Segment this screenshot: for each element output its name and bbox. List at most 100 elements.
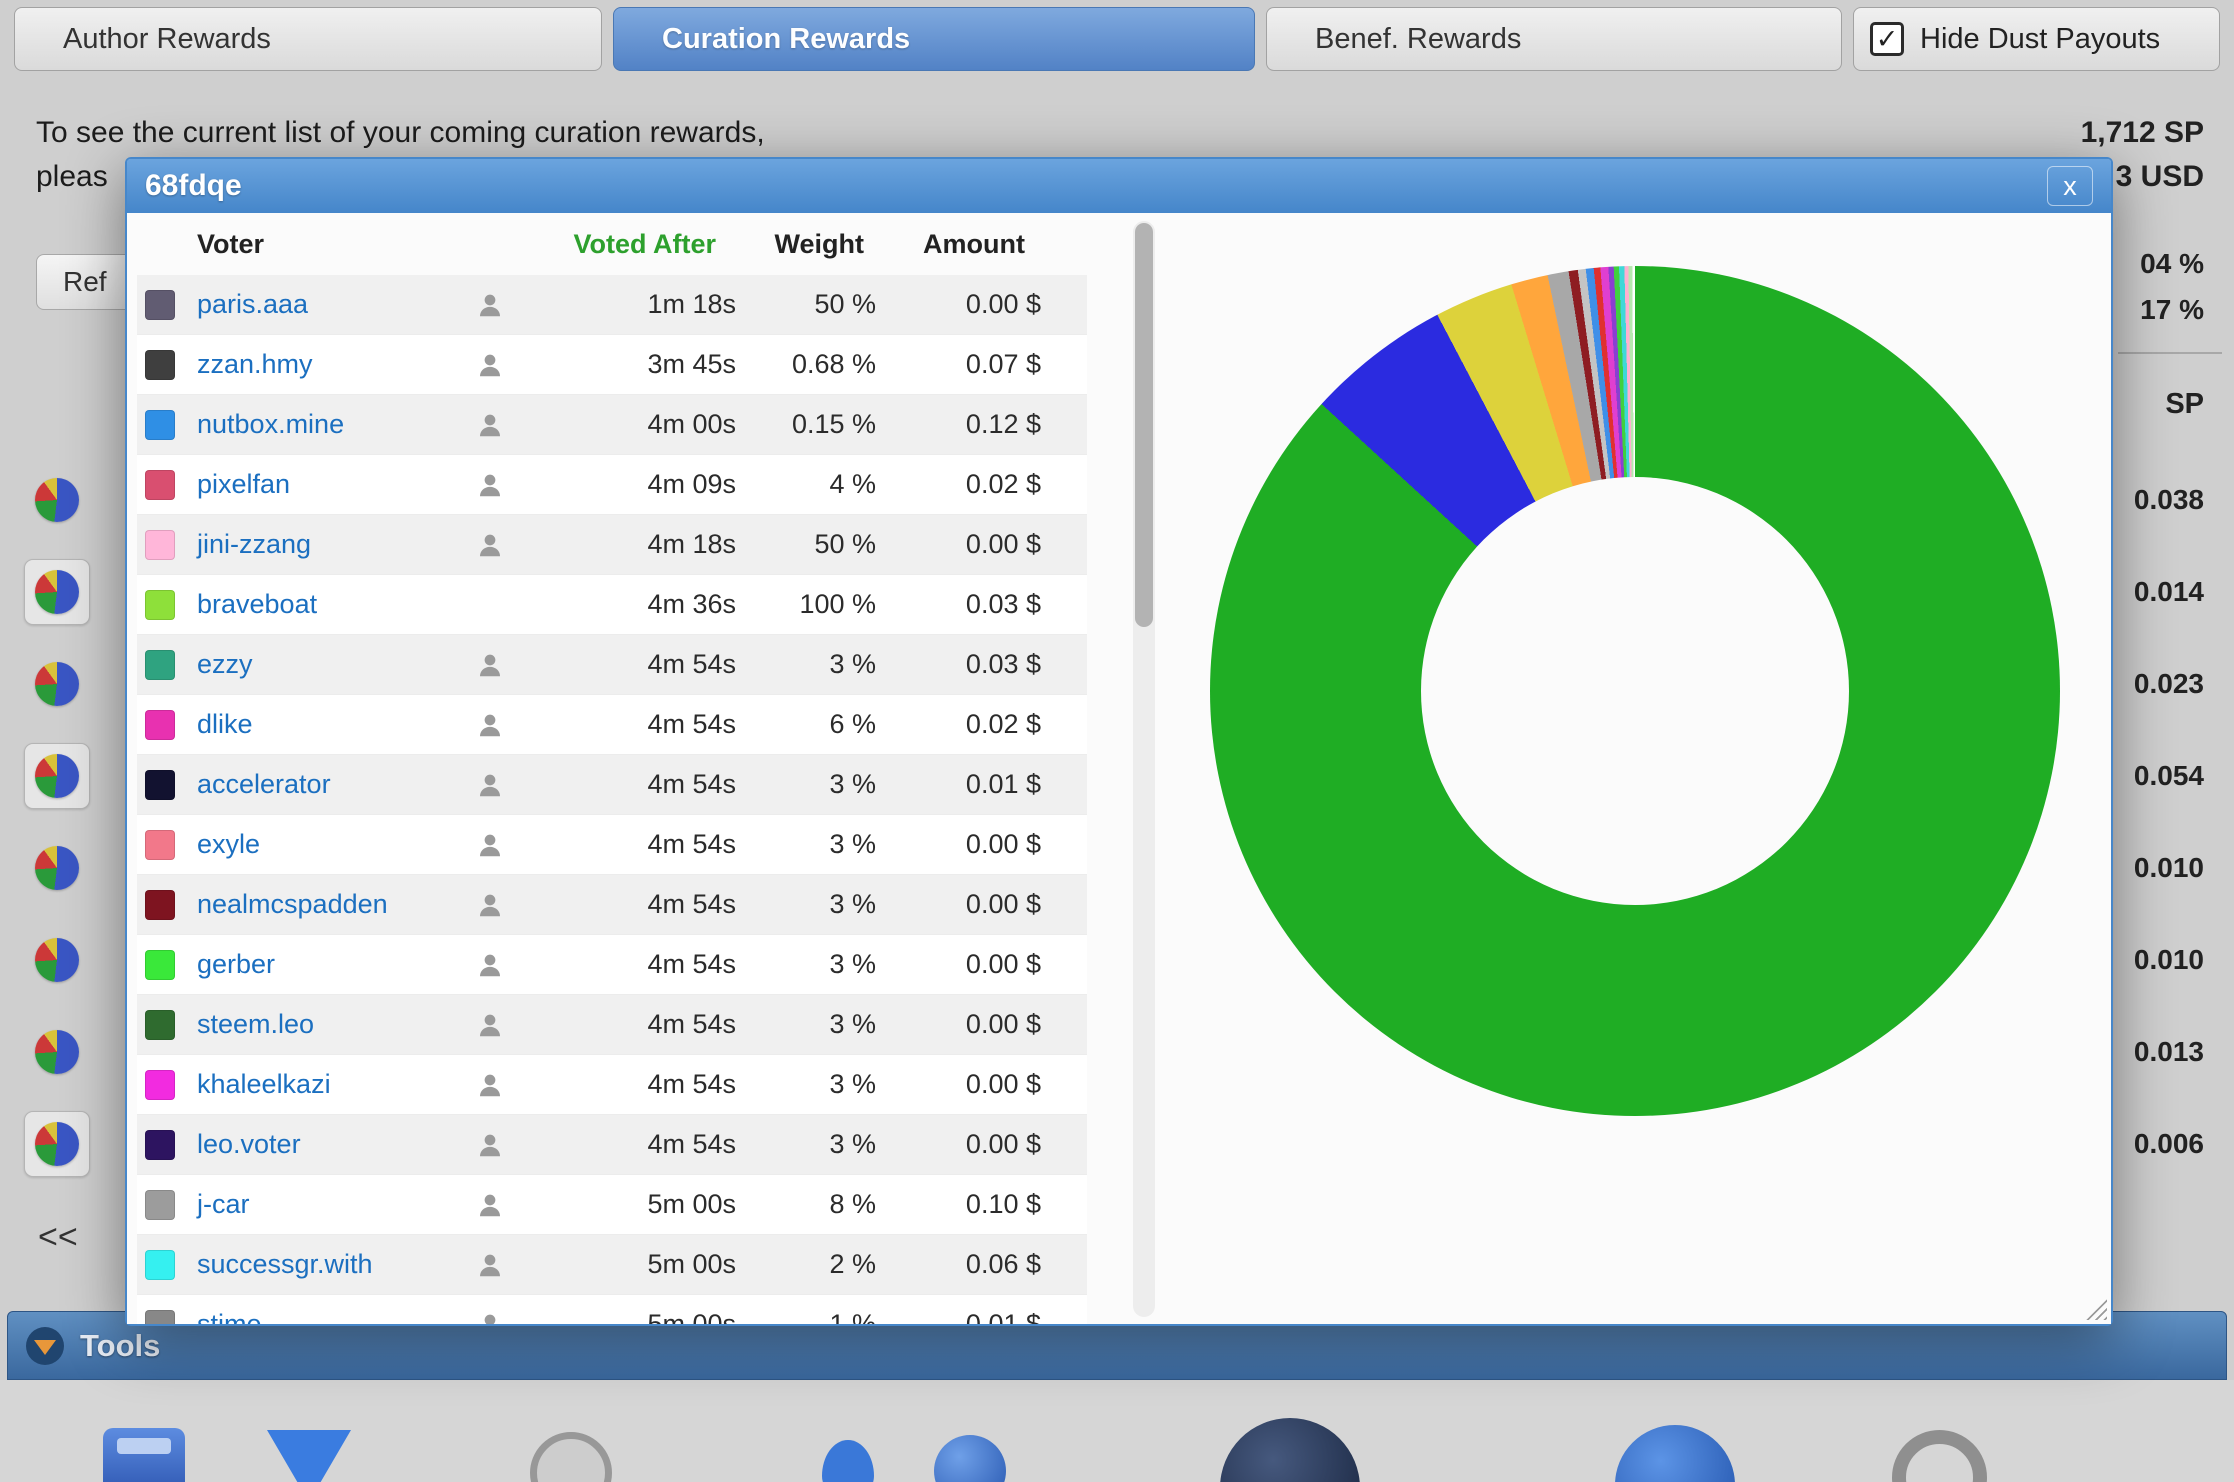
scrollbar-thumb[interactable] <box>1135 223 1153 627</box>
voter-color-swatch <box>145 469 175 500</box>
sp-value: 0.010 <box>2133 852 2204 883</box>
voter-link[interactable]: khaleelkazi <box>197 1069 331 1099</box>
weight-cell: 50 % <box>814 289 876 319</box>
person-icon[interactable] <box>475 650 505 680</box>
close-button[interactable]: x <box>2047 166 2093 206</box>
mini-pie-chart-icon[interactable] <box>35 1122 79 1166</box>
person-icon[interactable] <box>475 1250 505 1280</box>
mini-pie-chart-icon[interactable] <box>35 846 79 890</box>
person-icon[interactable] <box>475 890 505 920</box>
person-icon[interactable] <box>475 1010 505 1040</box>
sp-value: 0.038 <box>2133 484 2204 515</box>
voted-after-cell: 4m 54s <box>647 709 736 739</box>
ring-icon[interactable] <box>1892 1430 1987 1482</box>
coin-icon[interactable] <box>530 1432 612 1482</box>
voted-after-cell: 3m 45s <box>647 349 736 379</box>
table-row: j-car 5m 00s 8 % 0.10 $ <box>137 1175 1087 1235</box>
mini-pie-row <box>24 1111 90 1177</box>
voter-link[interactable]: accelerator <box>197 769 331 799</box>
mini-pie-row <box>24 1019 90 1085</box>
voter-link[interactable]: gerber <box>197 949 276 979</box>
voter-link[interactable]: braveboat <box>197 589 318 619</box>
person-icon[interactable] <box>475 830 505 860</box>
voter-color-swatch <box>145 889 175 920</box>
voter-table-header: Voter Voted After Weight Amount <box>137 213 1087 275</box>
person-icon[interactable] <box>475 1190 505 1220</box>
person-icon[interactable] <box>475 1070 505 1100</box>
voter-link[interactable]: exyle <box>197 829 261 859</box>
voter-link[interactable]: nealmcspadden <box>197 889 388 919</box>
dialog-body: Voter Voted After Weight Amount paris.aa… <box>127 213 2111 1324</box>
table-row: exyle 4m 54s 3 % 0.00 $ <box>137 815 1087 875</box>
header-voter: Voter <box>197 228 265 259</box>
dark-globe-icon[interactable] <box>1220 1418 1360 1482</box>
tab-benef-rewards[interactable]: Benef. Rewards <box>1266 7 1842 71</box>
voted-after-cell: 5m 00s <box>647 1309 736 1324</box>
table-row: zzan.hmy 3m 45s 0.68 % 0.07 $ <box>137 335 1087 395</box>
voter-link[interactable]: leo.voter <box>197 1129 301 1159</box>
person-icon[interactable] <box>475 950 505 980</box>
voter-link[interactable]: ezzy <box>197 649 253 679</box>
voter-link[interactable]: successgr.with <box>197 1249 373 1279</box>
person-icon[interactable] <box>475 290 505 320</box>
person-icon[interactable] <box>475 1310 505 1324</box>
voter-link[interactable]: zzan.hmy <box>197 349 313 379</box>
person-icon[interactable] <box>475 1130 505 1160</box>
donut-chart-hole <box>1421 477 1849 905</box>
mini-pie-chart-icon[interactable] <box>35 754 79 798</box>
voter-link[interactable]: jini-zzang <box>197 529 312 559</box>
weight-cell: 0.15 % <box>791 409 876 439</box>
voter-link[interactable]: j-car <box>197 1189 250 1219</box>
person-icon[interactable] <box>475 350 505 380</box>
tab-curation-rewards[interactable]: Curation Rewards <box>613 7 1255 71</box>
mini-pie-chart-icon[interactable] <box>35 478 79 522</box>
gem-icon[interactable] <box>267 1430 351 1482</box>
person-icon[interactable] <box>475 710 505 740</box>
dialog-resize-handle[interactable] <box>2081 1294 2107 1320</box>
mini-pie-row <box>24 651 90 717</box>
header-weight: Weight <box>774 228 865 259</box>
person-icon[interactable] <box>475 470 505 500</box>
mini-pie-chart-icon[interactable] <box>35 662 79 706</box>
voter-link[interactable]: stime <box>197 1309 262 1324</box>
table-row: dlike 4m 54s 6 % 0.02 $ <box>137 695 1087 755</box>
mini-pie-row <box>24 743 90 809</box>
percent-value-2: 17 % <box>2140 294 2204 325</box>
mini-pie-chart-icon[interactable] <box>35 570 79 614</box>
dialog-title: 68fdqe <box>145 169 242 202</box>
drop-icon[interactable] <box>822 1440 874 1482</box>
mini-pie-chart-icon[interactable] <box>35 938 79 982</box>
person-icon[interactable] <box>475 530 505 560</box>
person-icon[interactable] <box>475 410 505 440</box>
person-icon[interactable] <box>475 770 505 800</box>
pager-previous-button[interactable]: << <box>38 1218 78 1256</box>
voter-link[interactable]: paris.aaa <box>197 289 309 319</box>
voted-after-cell: 4m 18s <box>647 529 736 559</box>
dialog-header[interactable]: 68fdqe x <box>127 159 2111 213</box>
mini-pie-row <box>24 927 90 993</box>
printer-icon[interactable] <box>103 1428 185 1482</box>
voter-color-swatch <box>145 1129 175 1160</box>
table-row: jini-zzang 4m 18s 50 % 0.00 $ <box>137 515 1087 575</box>
weight-cell: 3 % <box>829 1009 876 1039</box>
sp-value: 0.006 <box>2133 1128 2204 1159</box>
weight-cell: 50 % <box>814 529 876 559</box>
amount-cell: 0.00 $ <box>965 829 1041 859</box>
voter-link[interactable]: dlike <box>197 709 253 739</box>
hide-dust-checkbox[interactable]: ✓ <box>1870 22 1904 56</box>
voter-color-swatch <box>145 1249 175 1280</box>
dialog-scrollbar[interactable] <box>1133 221 1155 1317</box>
mini-pie-row <box>24 835 90 901</box>
bottom-dock <box>0 1380 2234 1482</box>
mini-pie-chart-icon[interactable] <box>35 1030 79 1074</box>
amount-cell: 0.00 $ <box>965 889 1041 919</box>
chevron-down-icon <box>26 1326 64 1365</box>
blue-globe-icon[interactable] <box>1615 1425 1735 1482</box>
globe-icon[interactable] <box>934 1435 1006 1482</box>
sp-value: 0.014 <box>2133 576 2204 607</box>
amount-cell: 0.12 $ <box>965 409 1041 439</box>
voter-link[interactable]: steem.leo <box>197 1009 315 1039</box>
voter-link[interactable]: nutbox.mine <box>197 409 345 439</box>
voter-link[interactable]: pixelfan <box>197 469 291 499</box>
tab-author-rewards[interactable]: Author Rewards <box>14 7 602 71</box>
